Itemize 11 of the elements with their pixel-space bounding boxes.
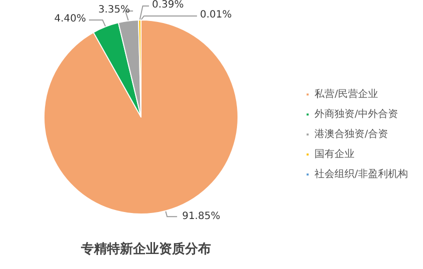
- legend-label: 外商独资/中外合资: [314, 108, 398, 120]
- legend-label: 私营/民营企业: [314, 88, 378, 100]
- data-label: 3.35%: [98, 4, 130, 16]
- legend-label: 社会组织/非盈利机构: [314, 168, 408, 180]
- text: 专精特新企业资质分布: [80, 241, 211, 257]
- data-label: 4.40%: [54, 14, 86, 24]
- data-label: 0.01%: [200, 10, 232, 20]
- data-label: 0.39%: [152, 0, 184, 10]
- legend-label: 港澳合独资/合资: [314, 128, 388, 140]
- data-label: 91.85%: [182, 211, 220, 222]
- legend-label: 国有企业: [314, 148, 355, 160]
